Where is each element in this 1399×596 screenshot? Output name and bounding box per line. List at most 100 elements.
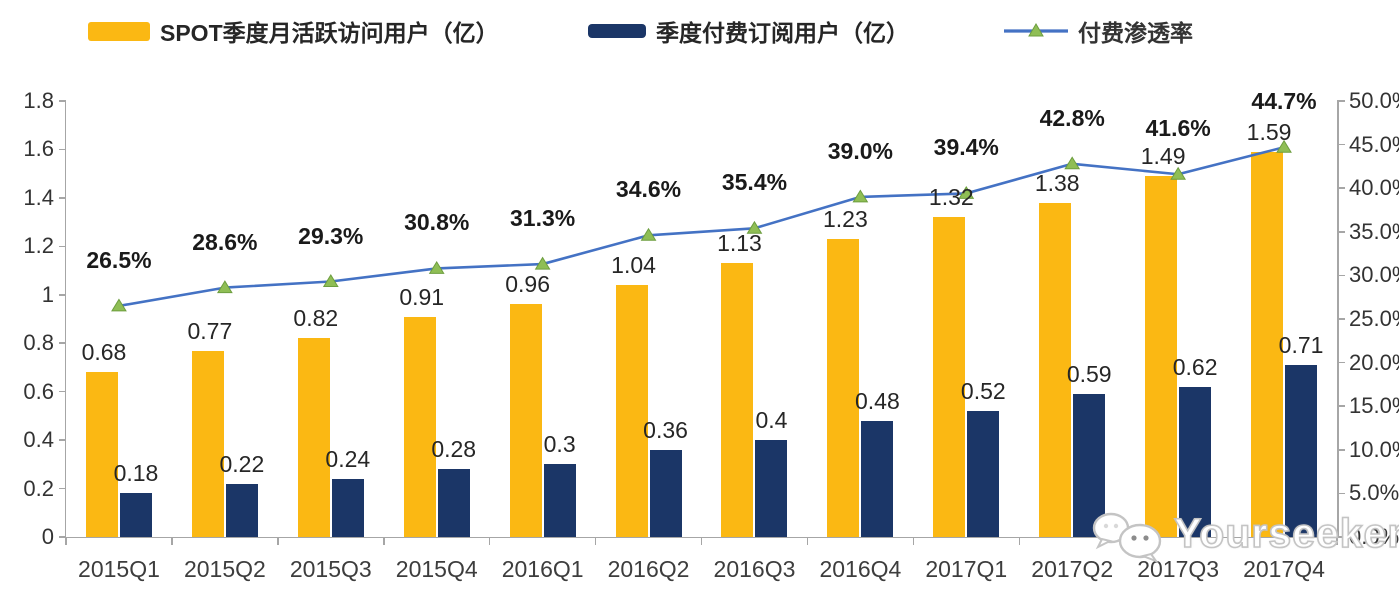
left-axis-tick-label: 1.2 [23, 233, 54, 259]
x-axis-tick [277, 538, 279, 545]
bar-mau-value-label: 0.77 [187, 317, 233, 344]
x-axis-tick [1018, 538, 1020, 545]
penetration-value-label: 26.5% [86, 246, 152, 273]
right-axis-tick-label: 15.0% [1349, 393, 1399, 419]
bar-mau-value-label: 0.82 [293, 305, 339, 332]
penetration-line [118, 145, 1285, 308]
left-axis-line [64, 100, 66, 538]
penetration-value-label: 31.3% [510, 205, 576, 232]
right-axis-tick [1338, 187, 1345, 189]
x-axis-tick [806, 538, 809, 545]
left-axis-tick-label: 1.8 [23, 88, 54, 113]
right-axis-tick-label: 5.0% [1349, 480, 1399, 506]
left-axis-tick-label: 0.4 [23, 427, 54, 453]
x-axis-tick [171, 538, 173, 545]
bar-subs [331, 478, 364, 537]
bar-subs-value-label: 0.18 [113, 460, 159, 487]
bar-subs-value-label: 0.59 [1066, 361, 1112, 388]
right-axis-tick [1338, 536, 1345, 538]
bar-mau-value-label: 1.38 [1034, 169, 1080, 196]
left-axis-tick-label: 1 [41, 281, 54, 307]
wechat-chat-bubbles-icon [1092, 512, 1162, 563]
left-axis-tick [58, 245, 65, 248]
penetration-marker-icon [111, 298, 127, 312]
left-axis-tick-label: 0 [41, 524, 54, 549]
bar-mau [297, 338, 330, 537]
bar-mau-value-label: 0.96 [505, 271, 551, 298]
right-axis-tick-label: 45.0% [1349, 131, 1399, 157]
left-axis-tick-label: 1.6 [23, 136, 54, 162]
bar-mau-value-label: 0.68 [81, 339, 127, 366]
bar-subs [967, 411, 1000, 537]
right-axis-tick [1338, 231, 1345, 233]
bar-mau-value-label: 1.32 [928, 184, 974, 211]
bar-subs-value-label: 0.24 [325, 445, 371, 472]
x-axis-tick [912, 538, 915, 545]
left-axis-tick [58, 536, 65, 538]
x-axis-label: 2016Q4 [819, 556, 902, 582]
x-axis-label: 2016Q1 [501, 556, 584, 582]
right-axis-tick-label: 50.0% [1349, 88, 1399, 113]
left-axis-tick [58, 197, 65, 199]
bar-subs [119, 493, 152, 537]
penetration-marker-icon [640, 227, 657, 241]
right-axis-tick-label: 35.0% [1349, 218, 1399, 244]
bar-subs [755, 440, 788, 537]
penetration-value-label: 42.8% [1039, 104, 1105, 131]
x-axis-tick [1230, 538, 1232, 545]
x-axis-label: 2016Q3 [713, 556, 796, 582]
bar-mau [721, 263, 754, 537]
legend-label-mau: SPOT季度月活跃访问用户（亿） [160, 20, 499, 46]
bar-mau-value-label: 1.23 [822, 206, 868, 233]
x-axis-label: 2015Q4 [395, 556, 478, 582]
bar-subs-value-label: 0.36 [643, 416, 688, 443]
bar-subs [861, 420, 894, 537]
bar-subs [1179, 386, 1212, 537]
left-axis-tick-label: 1.4 [23, 184, 54, 210]
right-axis-tick-label: 10.0% [1349, 436, 1399, 462]
x-axis-label: 2017Q3 [1137, 556, 1220, 582]
watermark: Yourseeker [1088, 503, 1399, 563]
right-axis-tick-label: 30.0% [1349, 262, 1399, 288]
bar-mau-value-label: 1.04 [611, 252, 656, 279]
right-axis-tick [1338, 274, 1345, 277]
bar-subs-value-label: 0.4 [755, 407, 788, 434]
bar-subs-value-label: 0.28 [431, 436, 477, 463]
bar-subs-value-label: 0.22 [219, 450, 265, 477]
right-axis-tick [1338, 449, 1345, 451]
x-axis-label: 2015Q1 [78, 556, 160, 582]
right-axis-line [1337, 100, 1339, 538]
right-axis-tick [1338, 143, 1345, 146]
legend-swatch-subs-icon [588, 24, 646, 38]
left-axis-tick [58, 100, 65, 102]
bar-mau [191, 350, 224, 537]
right-axis-tick-label: 0.0% [1349, 524, 1399, 549]
right-axis-tick-label: 40.0% [1349, 175, 1399, 201]
x-axis-tick [594, 538, 597, 545]
penetration-value-label: 41.6% [1145, 115, 1211, 142]
bar-subs [1073, 394, 1106, 537]
bar-subs [225, 483, 258, 537]
penetration-value-label: 34.6% [615, 176, 682, 203]
penetration-value-label: 28.6% [192, 228, 258, 255]
right-axis-tick [1338, 405, 1345, 407]
left-axis-tick-label: 0.2 [23, 475, 54, 501]
bar-subs-value-label: 0.48 [854, 387, 900, 414]
x-axis-label: 2017Q4 [1243, 556, 1325, 582]
x-axis-label: 2016Q2 [607, 556, 690, 582]
legend-item-subs: 季度付费订阅用户（亿） [588, 16, 909, 46]
right-axis-tick [1338, 318, 1345, 320]
left-axis-tick [58, 148, 65, 151]
right-axis-tick-label: 20.0% [1349, 349, 1399, 375]
bar-subs [1285, 365, 1318, 537]
right-axis-tick [1338, 100, 1345, 102]
left-axis-tick [58, 487, 65, 490]
penetration-marker-icon [534, 256, 551, 270]
legend-item-mau: SPOT季度月活跃访问用户（亿） [88, 16, 499, 46]
x-axis-label: 2015Q3 [289, 556, 372, 582]
penetration-marker-icon [852, 189, 869, 203]
x-axis-line [64, 536, 1339, 538]
bar-subs [437, 469, 470, 537]
bar-subs-value-label: 0.3 [543, 431, 576, 458]
